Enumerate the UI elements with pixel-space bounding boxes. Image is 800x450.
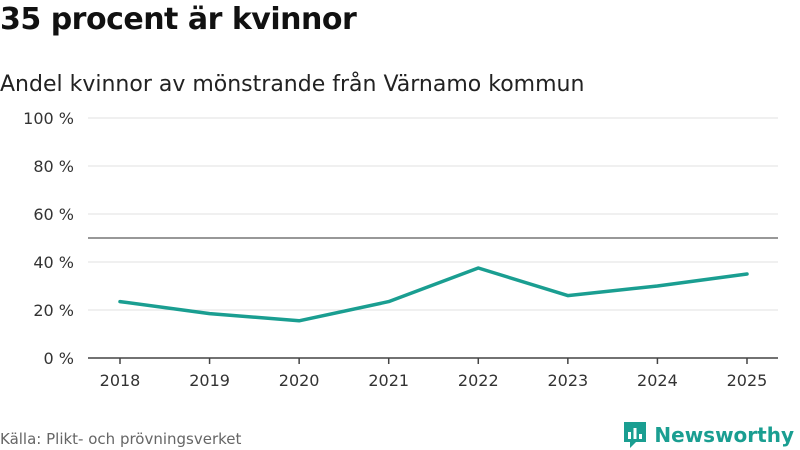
series-group xyxy=(118,266,749,323)
chart-title: 35 procent är kvinnor xyxy=(0,2,357,37)
source-note: Källa: Plikt- och prövningsverket xyxy=(0,430,242,448)
series-line xyxy=(118,266,749,323)
x-tick-label: 2025 xyxy=(727,371,768,390)
newsworthy-logo-icon xyxy=(624,422,647,448)
y-tick-label: 100 % xyxy=(23,109,74,128)
grid-lines xyxy=(88,117,778,311)
x-tick-label: 2023 xyxy=(547,371,588,390)
x-tick-label: 2022 xyxy=(458,371,499,390)
brand-logo: Newsworthy xyxy=(622,420,794,450)
y-axis-ticks: 0 % 20 % 40 % 60 % 80 % 100 % xyxy=(23,109,74,368)
brand-name: Newsworthy xyxy=(654,423,794,447)
y-tick-label: 60 % xyxy=(33,205,74,224)
x-tick-label: 2020 xyxy=(279,371,320,390)
y-tick-label: 20 % xyxy=(33,301,74,320)
x-tick-label: 2021 xyxy=(368,371,409,390)
y-tick-label: 0 % xyxy=(44,349,74,368)
chart-subtitle: Andel kvinnor av mönstrande från Värnamo… xyxy=(0,72,585,97)
x-tick-label: 2024 xyxy=(637,371,678,390)
x-tick-label: 2018 xyxy=(100,371,141,390)
x-axis-ticks: 2018 2019 2020 2021 2022 2023 2024 2025 xyxy=(88,357,778,390)
x-tick-label: 2019 xyxy=(189,371,230,390)
y-tick-label: 40 % xyxy=(33,253,74,272)
y-tick-label: 80 % xyxy=(33,157,74,176)
